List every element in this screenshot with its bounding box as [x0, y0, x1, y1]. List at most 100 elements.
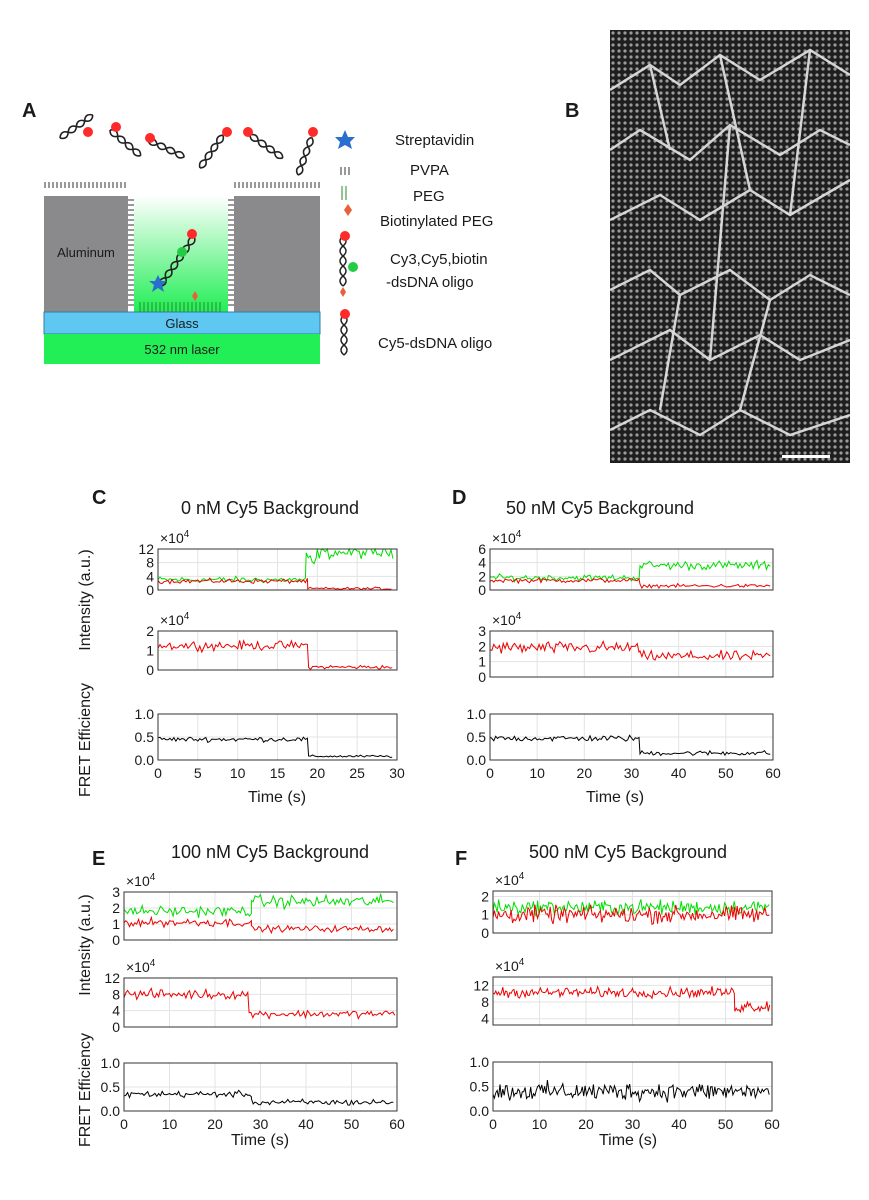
series-fret	[489, 734, 771, 757]
y-tick-label: 0.0	[135, 752, 155, 768]
exponent-label: ×104	[492, 529, 522, 546]
y-axis-label-intensity: Intensity (a.u.)	[77, 894, 94, 995]
y-tick-label: 4	[481, 1011, 489, 1027]
series-acceptor	[157, 577, 392, 591]
x-tick-label: 60	[765, 765, 781, 781]
y-tick-label: 0.5	[467, 729, 487, 745]
axes-frame	[492, 976, 773, 1026]
chart-title: 500 nM Cy5 Background	[529, 842, 727, 862]
scale-bar	[782, 455, 830, 458]
series-fret	[123, 1089, 394, 1106]
exponent-label: ×104	[126, 872, 156, 889]
legend-oligo1-line1: Cy3,Cy5,biotin	[390, 251, 488, 268]
x-tick-label: 25	[349, 765, 365, 781]
zmw-schematic: Glass 532 nm laser Aluminum	[43, 113, 358, 364]
x-tick-label: 40	[671, 1116, 687, 1132]
legend-biotin-peg: Biotinylated PEG	[380, 213, 494, 230]
y-tick-label: 1.0	[135, 706, 155, 722]
legend-oligo2-icon	[340, 314, 348, 356]
y-tick-label: 12	[104, 970, 120, 986]
y-axis-label-fret: FRET Efficiency	[77, 683, 94, 797]
series-acceptor	[123, 915, 394, 935]
y-tick-label: 4	[478, 555, 486, 571]
y-tick-label: 2	[478, 638, 486, 654]
axes-frame	[489, 630, 774, 678]
x-tick-label: 30	[389, 765, 405, 781]
x-axis-label: Time (s)	[599, 1132, 657, 1149]
y-tick-label: 0.5	[470, 1079, 490, 1095]
x-tick-label: 10	[532, 1116, 548, 1132]
legend-pvpa: PVPA	[410, 162, 449, 179]
y-tick-label: 0.0	[470, 1103, 490, 1119]
x-tick-label: 40	[671, 765, 687, 781]
x-tick-label: 30	[625, 1116, 641, 1132]
y-tick-label: 2	[146, 623, 154, 639]
legend-oligo1-line2: -dsDNA oligo	[386, 274, 474, 291]
y-tick-label: 0	[478, 669, 486, 685]
x-tick-label: 15	[270, 765, 286, 781]
axes-frame	[492, 890, 773, 934]
legend-pvpa-icon	[340, 167, 350, 175]
y-tick-label: 8	[146, 555, 154, 571]
x-tick-label: 20	[207, 1116, 223, 1132]
x-tick-label: 20	[310, 765, 326, 781]
exponent-label: ×104	[160, 611, 190, 628]
pvpa-top	[44, 182, 320, 188]
subplot-fret: 0.0 0.5 1.0 0 10 20 30 40 50 60	[101, 1055, 405, 1132]
series-acceptor	[489, 640, 771, 661]
series-acceptor	[123, 987, 396, 1020]
y-tick-label: 3	[112, 884, 120, 900]
exponent-label: ×104	[492, 611, 522, 628]
series-fret	[157, 736, 393, 758]
x-tick-label: 50	[344, 1116, 360, 1132]
legend-streptavidin: Streptavidin	[395, 132, 475, 149]
free-oligos	[59, 113, 318, 176]
y-tick-label: 0	[478, 582, 486, 598]
y-axis-label-fret: FRET Efficiency	[77, 1033, 94, 1147]
x-tick-label: 60	[764, 1116, 780, 1132]
axes-frame	[489, 713, 774, 761]
x-tick-label: 60	[389, 1116, 405, 1132]
y-tick-label: 3	[478, 623, 486, 639]
axes-frame	[157, 548, 398, 591]
legend-peg: PEG	[413, 188, 445, 205]
axes-frame	[157, 713, 398, 761]
y-tick-label: 0	[481, 925, 489, 941]
exponent-label: ×104	[160, 529, 190, 546]
chart-d: 50 nM Cy5 Background0246×1040123×1040.00…	[467, 498, 781, 806]
y-tick-label: 0.5	[135, 729, 155, 745]
laser-label: 532 nm laser	[144, 342, 220, 357]
exponent-label: ×104	[495, 957, 525, 974]
x-tick-label: 10	[529, 765, 545, 781]
axes-frame	[123, 891, 398, 941]
x-tick-label: 30	[624, 765, 640, 781]
chart-title: 50 nM Cy5 Background	[506, 498, 694, 518]
x-axis-label: Time (s)	[586, 789, 644, 806]
y-tick-label: 1.0	[470, 1054, 490, 1070]
x-tick-label: 0	[486, 765, 494, 781]
x-tick-label: 10	[230, 765, 246, 781]
panel-label-f: F	[455, 848, 468, 870]
series-fret	[492, 1080, 770, 1103]
y-tick-label: 0.5	[101, 1079, 121, 1095]
axes-frame	[157, 630, 398, 671]
y-tick-label: 4	[112, 1003, 120, 1019]
panel-label-d: D	[452, 487, 467, 509]
y-tick-label: 8	[112, 986, 120, 1002]
series-donor	[157, 547, 394, 584]
subplot-acceptor: 0 1 2 ×104	[146, 611, 398, 678]
legend-peg-icon	[341, 186, 347, 200]
x-tick-label: 0	[120, 1116, 128, 1132]
y-tick-label: 1.0	[101, 1055, 121, 1071]
chart-c: 0 nM Cy5 Background04812×104012×1040.00.…	[77, 498, 405, 806]
y-tick-label: 2	[112, 900, 120, 916]
subplot-fret: 0.0 0.5 1.0 0 10 20 30 40 50 60	[467, 706, 781, 781]
legend-streptavidin-icon	[335, 130, 355, 149]
x-axis-label: Time (s)	[248, 789, 306, 806]
